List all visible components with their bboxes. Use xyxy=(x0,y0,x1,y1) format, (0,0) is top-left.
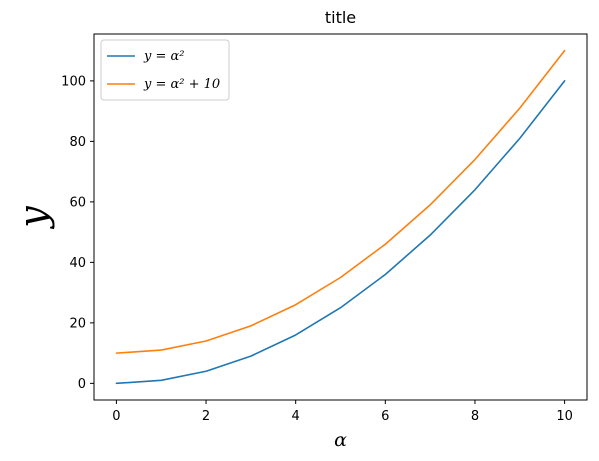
y-tick-label: 80 xyxy=(69,135,86,150)
legend-label-series-2: y = α² + 10 xyxy=(143,77,220,92)
plot-frame xyxy=(93,33,588,401)
y-tick-label: 20 xyxy=(69,316,86,331)
series-line-2 xyxy=(115,49,566,354)
x-tick-label: 8 xyxy=(471,409,479,424)
legend-label-series-1: y = α² xyxy=(143,49,185,64)
series-lines xyxy=(115,49,566,385)
x-tick-label: 0 xyxy=(112,409,120,424)
x-tick-label: 2 xyxy=(202,409,210,424)
y-tick-label: 60 xyxy=(69,195,86,210)
y-axis-label: y xyxy=(11,206,55,230)
y-axis-ticks: 0 20 40 60 80 100 xyxy=(61,74,94,392)
y-tick-label: 40 xyxy=(69,256,86,271)
y-tick-label: 0 xyxy=(78,377,86,392)
series-line-1 xyxy=(115,80,566,385)
legend-frame xyxy=(100,39,230,101)
x-axis-ticks: 0 2 4 6 8 10 xyxy=(112,400,573,424)
chart-title: title xyxy=(325,8,356,27)
x-tick-label: 4 xyxy=(292,409,300,424)
x-tick-label: 10 xyxy=(556,409,573,424)
x-tick-label: 6 xyxy=(381,409,389,424)
x-axis-label: α xyxy=(334,429,347,451)
y-tick-label: 100 xyxy=(61,74,86,89)
legend: y = α² y = α² + 10 xyxy=(100,39,230,101)
